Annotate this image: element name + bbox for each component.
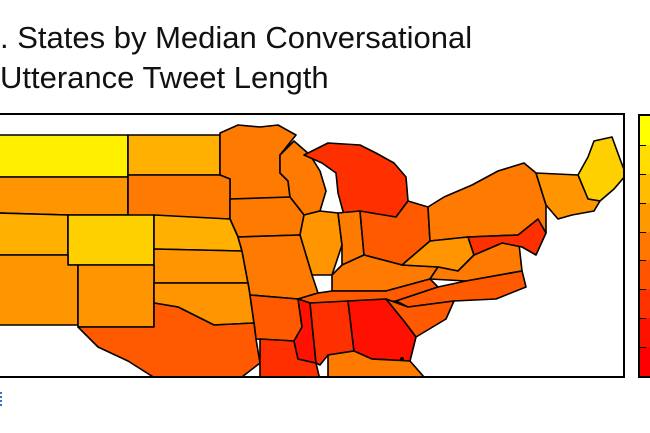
legend-band: [640, 173, 650, 204]
state-nebraska: [153, 214, 243, 252]
legend-band: [640, 260, 650, 291]
legend-tick: [640, 231, 646, 233]
legend-tick: [640, 173, 646, 175]
legend-band: [640, 318, 650, 349]
state-arkansas: [249, 294, 303, 342]
island-marker: [400, 357, 404, 361]
title-line-1: . States by Median Conversational: [0, 20, 473, 55]
legend-band: [640, 347, 650, 376]
state-north-dakota: [127, 134, 221, 176]
color-legend: [638, 114, 650, 378]
corner-mark: [0, 392, 5, 406]
state-colorado: [67, 214, 155, 266]
legend-tick: [640, 144, 646, 146]
state-new-mexico: [77, 264, 155, 328]
state-texas: [77, 302, 261, 376]
state-iowa: [229, 196, 305, 238]
state-kansas: [153, 248, 249, 284]
state-new-england: [535, 172, 601, 220]
state-south-dakota: [127, 174, 231, 220]
legend-band: [640, 116, 650, 146]
legend-tick: [640, 260, 646, 262]
chart-title: . States by Median Conversational Uttera…: [0, 18, 640, 98]
legend-band: [640, 202, 650, 233]
state-florida: [327, 350, 425, 376]
state-idaho-wyoming: [0, 176, 129, 216]
legend-band: [640, 289, 650, 320]
state-south-carolina: [385, 298, 455, 338]
legend-band: [640, 144, 650, 175]
legend-band: [640, 231, 650, 262]
state-maryland-delaware: [467, 218, 547, 256]
us-states-map: [0, 124, 623, 376]
map-panel: [0, 113, 625, 378]
legend-tick: [640, 318, 646, 320]
legend-tick: [640, 202, 646, 204]
legend-tick: [640, 289, 646, 291]
legend-tick: [640, 347, 646, 349]
state-montana: [0, 134, 129, 178]
state-utah: [0, 212, 69, 256]
title-line-2: Utterance Tweet Length: [0, 60, 329, 95]
state-nevada-arizona: [0, 254, 79, 326]
